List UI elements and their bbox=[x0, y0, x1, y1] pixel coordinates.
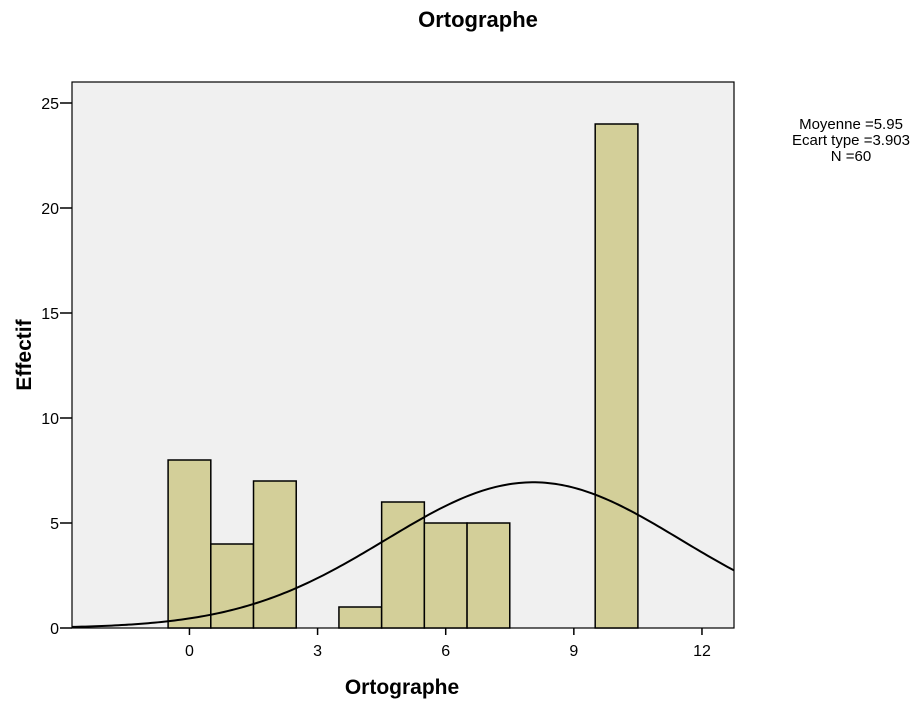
stats-std-dev: Ecart type =3.903 bbox=[792, 132, 910, 149]
histogram-bar bbox=[594, 123, 639, 629]
x-axis-label: Ortographe bbox=[345, 676, 459, 699]
normal-curve bbox=[71, 481, 735, 628]
x-tick-label: 9 bbox=[569, 643, 578, 660]
histogram-bar bbox=[380, 501, 426, 629]
histogram-bar bbox=[210, 543, 255, 629]
histogram-bar bbox=[338, 606, 383, 629]
chart-title: Ortographe bbox=[418, 7, 538, 32]
y-tick-label: 15 bbox=[41, 306, 59, 323]
x-tick-label: 0 bbox=[185, 643, 194, 660]
histogram-bar bbox=[252, 480, 297, 629]
stats-n: N =60 bbox=[831, 148, 871, 165]
x-tick-label: 12 bbox=[693, 643, 711, 660]
x-tick-label: 3 bbox=[313, 643, 322, 660]
y-axis: 0 5 10 15 20 25 bbox=[41, 96, 72, 638]
y-tick-label: 20 bbox=[41, 201, 59, 218]
x-tick-label: 6 bbox=[441, 643, 450, 660]
x-axis: 0 3 6 9 12 bbox=[185, 628, 711, 660]
y-tick-label: 10 bbox=[41, 411, 59, 428]
y-axis-label: Effectif bbox=[13, 318, 36, 390]
stats-legend: Moyenne =5.95 Ecart type =3.903 N =60 bbox=[792, 116, 910, 165]
histogram-bar bbox=[423, 522, 468, 629]
y-tick-label: 0 bbox=[50, 621, 59, 638]
y-tick-label: 25 bbox=[41, 96, 59, 113]
histogram-bar bbox=[466, 522, 511, 629]
stats-mean: Moyenne =5.95 bbox=[799, 116, 903, 133]
histogram-bar bbox=[167, 459, 212, 629]
bars-layer bbox=[167, 123, 639, 629]
y-tick-label: 5 bbox=[50, 516, 59, 533]
